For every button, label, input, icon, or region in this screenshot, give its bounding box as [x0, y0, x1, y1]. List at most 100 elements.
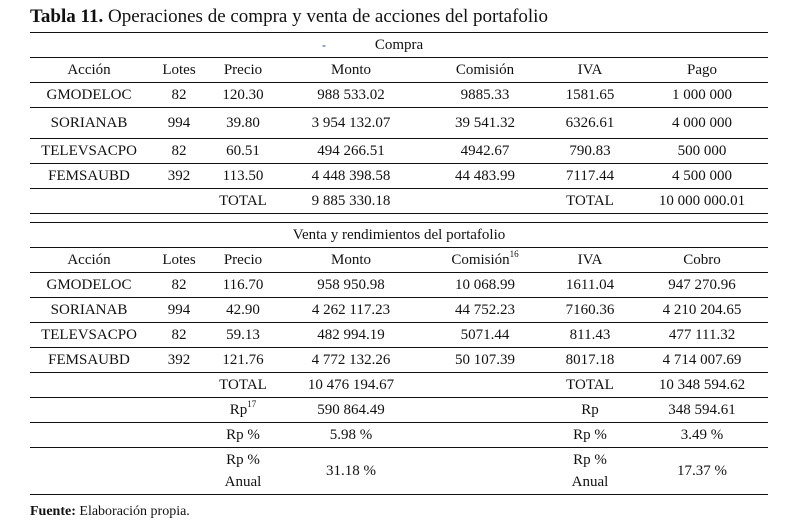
cell: 500 000 [636, 138, 769, 164]
table-row: SORIANAB 994 42.90 4 262 117.23 44 752.2… [30, 297, 769, 323]
total-label-2: TOTAL [544, 372, 636, 398]
cell: 4942.67 [426, 138, 544, 164]
cell: 4 262 117.23 [276, 297, 426, 323]
col-header: Cobro [636, 247, 769, 273]
cell: 4 210 204.65 [636, 297, 769, 323]
cell: 42.90 [210, 297, 276, 323]
cell: 392 [148, 347, 210, 373]
total-label: TOTAL [210, 188, 276, 214]
cell: 116.70 [210, 272, 276, 298]
total-label: TOTAL [210, 372, 276, 398]
table-row: FEMSAUBD 392 121.76 4 772 132.26 50 107.… [30, 347, 769, 373]
cell: 120.30 [210, 82, 276, 108]
cell: 4 772 132.26 [276, 347, 426, 373]
footnote-16: 16 [509, 248, 519, 259]
col-header: Monto [276, 57, 426, 83]
venta-total-row: TOTAL 10 476 194.67 TOTAL 10 348 594.62 [30, 372, 769, 398]
compra-section-title: Compra [30, 32, 769, 58]
total-monto: 9 885 330.18 [276, 188, 426, 214]
cell: GMODELOC [30, 82, 148, 108]
col-header: Precio [210, 247, 276, 273]
cell: 994 [148, 107, 210, 139]
cell: 994 [148, 297, 210, 323]
venta-section-title: Venta y rendimientos del portafolio [30, 222, 769, 248]
col-header: Lotes [148, 247, 210, 273]
cell: 82 [148, 272, 210, 298]
cell: GMODELOC [30, 272, 148, 298]
total-label-2: TOTAL [544, 188, 636, 214]
rp-label: Rp17 [210, 397, 276, 423]
cell: 50 107.39 [426, 347, 544, 373]
cell: 988 533.02 [276, 82, 426, 108]
compra-header-row: Acción Lotes Precio Monto Comisión IVA P… [30, 57, 769, 83]
compra-table: Compra Acción Lotes Precio Monto Comisió… [30, 32, 769, 214]
rp-pct-monto: 5.98 % [276, 422, 426, 448]
venta-table: Venta y rendimientos del portafolio Acci… [30, 222, 769, 495]
venta-section-row: Venta y rendimientos del portafolio [30, 222, 769, 248]
cell: 790.83 [544, 138, 636, 164]
source-text: Elaboración propia. [79, 504, 190, 519]
cell: 1611.04 [544, 272, 636, 298]
cell: 59.13 [210, 322, 276, 348]
cell: 1581.65 [544, 82, 636, 108]
col-header: IVA [544, 57, 636, 83]
col-header: Comisión16 [426, 247, 544, 273]
cell: 1 000 000 [636, 82, 769, 108]
table-row: SORIANAB 994 39.80 3 954 132.07 39 541.3… [30, 107, 769, 139]
cell: 44 483.99 [426, 163, 544, 189]
rp-pct-row: Rp % 5.98 % Rp % 3.49 % [30, 422, 769, 448]
rp-anual-label-2: Rp % Anual [544, 447, 636, 495]
cell: 4 448 398.58 [276, 163, 426, 189]
cell: 113.50 [210, 163, 276, 189]
cell: SORIANAB [30, 297, 148, 323]
rp-cobro: 348 594.61 [636, 397, 769, 423]
cell: 39 541.32 [426, 107, 544, 139]
total-pago: 10 000 000.01 [636, 188, 769, 214]
cell: 4 500 000 [636, 163, 769, 189]
table-caption: Operaciones de compra y venta de accione… [107, 6, 548, 27]
rp-monto: 590 864.49 [276, 397, 426, 423]
rp-row: Rp17 590 864.49 Rp 348 594.61 [30, 397, 769, 423]
table-row: TELEVSACPO 82 59.13 482 994.19 5071.44 8… [30, 322, 769, 348]
rp-anual-cobro: 17.37 % [636, 447, 769, 495]
cell: 7160.36 [544, 297, 636, 323]
compra-total-row: TOTAL 9 885 330.18 TOTAL 10 000 000.01 [30, 188, 769, 214]
col-header: Pago [636, 57, 769, 83]
source-note: Fuente: Elaboración propia. [30, 504, 190, 520]
cell: TELEVSACPO [30, 322, 148, 348]
cell: 7117.44 [544, 163, 636, 189]
table-title: Tabla 11. Operaciones de compra y venta … [30, 6, 548, 28]
cell: 392 [148, 163, 210, 189]
col-header: IVA [544, 247, 636, 273]
table-row: GMODELOC 82 116.70 958 950.98 10 068.99 … [30, 272, 769, 298]
table-number: Tabla 11. [30, 6, 104, 27]
col-header: Monto [276, 247, 426, 273]
cell: 82 [148, 138, 210, 164]
table-row: GMODELOC 82 120.30 988 533.02 9885.33 15… [30, 82, 769, 108]
rp-anual-row: Rp % Anual 31.18 % Rp % Anual 17.37 % [30, 447, 769, 495]
rp-anual-monto: 31.18 % [276, 447, 426, 495]
cell: 44 752.23 [426, 297, 544, 323]
rp-pct-cobro: 3.49 % [636, 422, 769, 448]
comision-label: Comisión [451, 251, 510, 268]
cell: FEMSAUBD [30, 163, 148, 189]
cell: 8017.18 [544, 347, 636, 373]
cell: 5071.44 [426, 322, 544, 348]
cell: FEMSAUBD [30, 347, 148, 373]
cell: SORIANAB [30, 107, 148, 139]
col-header: Comisión [426, 57, 544, 83]
rp-pct-label: Rp % [210, 422, 276, 448]
cell: 121.76 [210, 347, 276, 373]
cell: 60.51 [210, 138, 276, 164]
table-row: FEMSAUBD 392 113.50 4 448 398.58 44 483.… [30, 163, 769, 189]
cell: 82 [148, 82, 210, 108]
cell: 10 068.99 [426, 272, 544, 298]
cell: 958 950.98 [276, 272, 426, 298]
cell: TELEVSACPO [30, 138, 148, 164]
cell: 82 [148, 322, 210, 348]
venta-header-row: Acción Lotes Precio Monto Comisión16 IVA… [30, 247, 769, 273]
col-header: Acción [30, 57, 148, 83]
col-header: Precio [210, 57, 276, 83]
cell: 39.80 [210, 107, 276, 139]
cell: 3 954 132.07 [276, 107, 426, 139]
